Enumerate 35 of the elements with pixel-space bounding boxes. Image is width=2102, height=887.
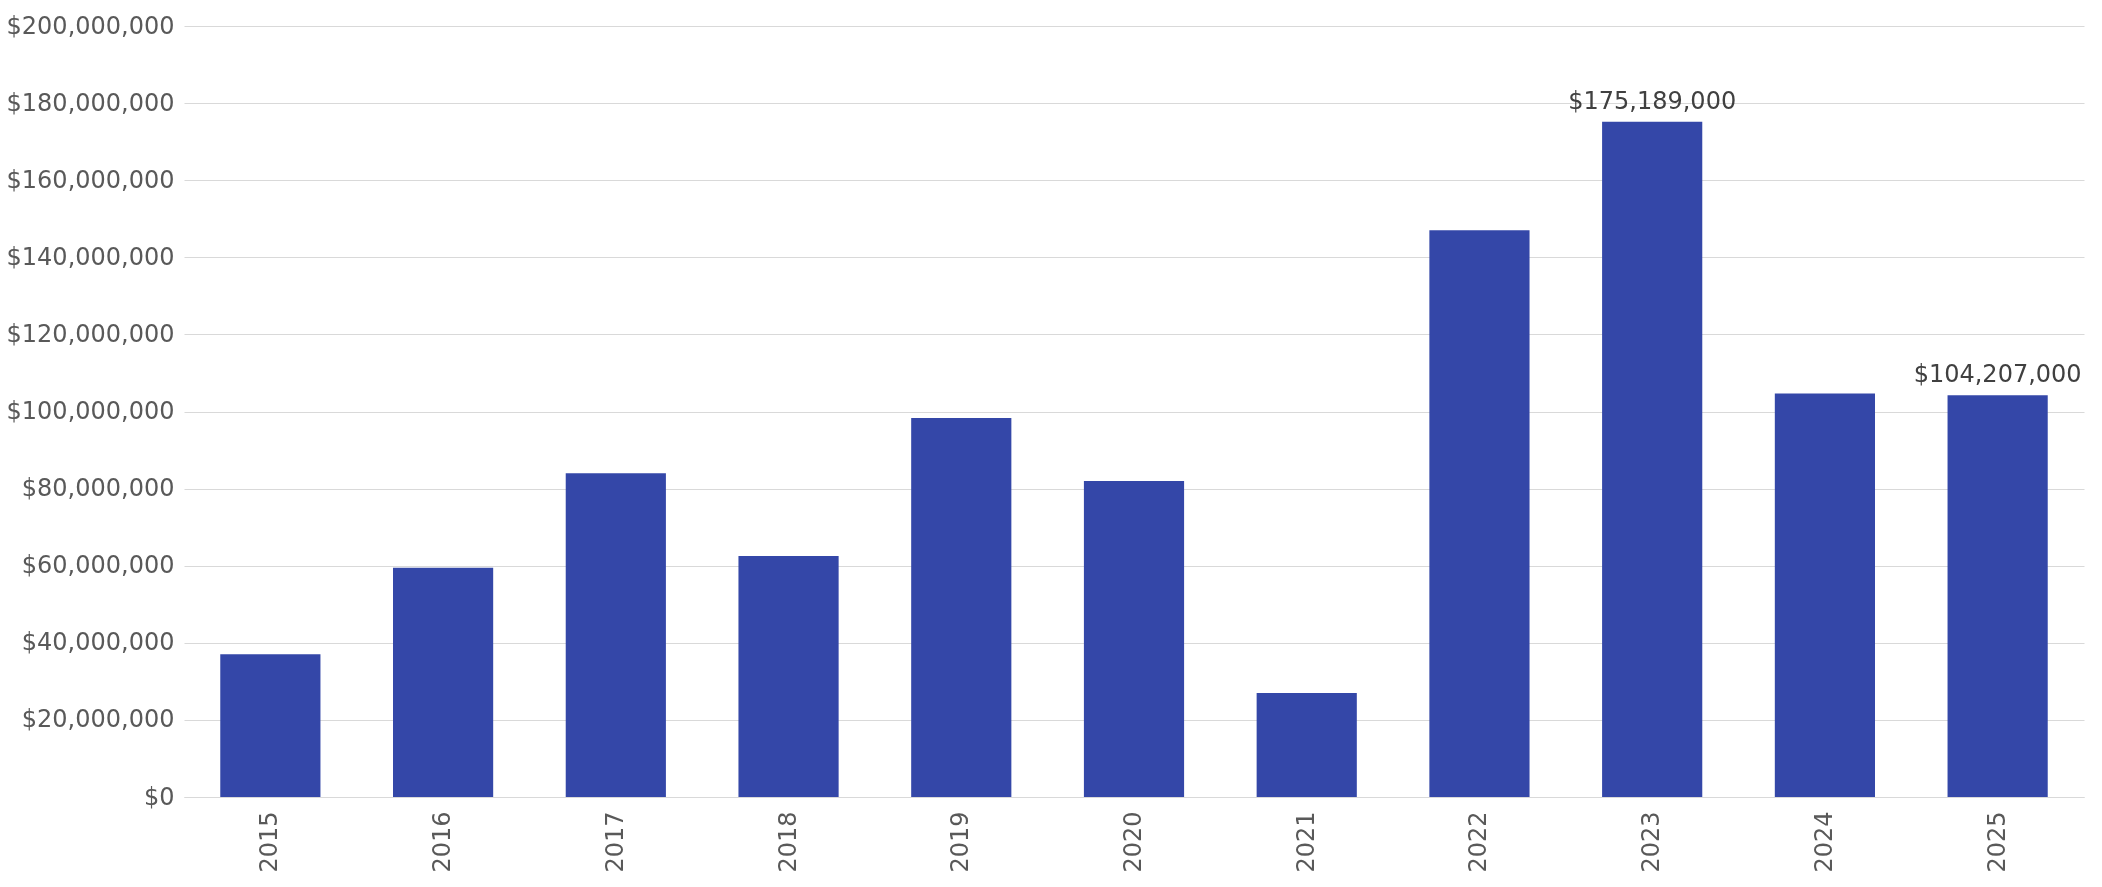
bar: [1083, 480, 1185, 797]
bar: [220, 654, 321, 797]
bar: [911, 418, 1012, 797]
y-tick-label: $160,000,000: [6, 165, 175, 194]
x-tick-label: 2022: [1464, 811, 1493, 873]
y-tick-label: $20,000,000: [21, 705, 175, 734]
bar: [1429, 230, 1530, 797]
x-tick-label: 2016: [428, 811, 457, 873]
x-tick-label: 2017: [600, 811, 629, 873]
y-tick-label: $140,000,000: [6, 242, 175, 271]
bar: [565, 473, 666, 797]
data-label: $104,207,000: [1913, 360, 2082, 389]
y-tick-label: $100,000,000: [6, 397, 175, 425]
x-tick-label: 2021: [1291, 811, 1320, 873]
x-tick-label: 2019: [946, 811, 975, 873]
bar: [393, 567, 494, 797]
y-tick-label: $0: [143, 782, 175, 811]
x-tick-label: 2023: [1637, 811, 1666, 873]
y-tick-label: $180,000,000: [6, 88, 175, 117]
bar: [1602, 121, 1703, 797]
bar: [1947, 395, 2048, 797]
bar: [738, 556, 839, 797]
x-tick-label: 2018: [773, 811, 802, 873]
x-tick-label: 2015: [255, 811, 284, 873]
y-tick-label: $200,000,000: [6, 11, 175, 40]
x-tick-label: 2020: [1119, 811, 1147, 873]
data-label: $175,189,000: [1568, 86, 1737, 115]
y-tick-label: $80,000,000: [21, 474, 175, 503]
y-tick-label: $60,000,000: [21, 551, 175, 580]
x-tick-label: 2024: [1809, 811, 1838, 873]
x-tick-label: 2025: [1982, 811, 2011, 873]
y-tick-label: $40,000,000: [21, 628, 175, 657]
y-tick-label: $120,000,000: [6, 319, 175, 348]
bar: [1774, 393, 1875, 797]
bar: [1256, 692, 1357, 797]
